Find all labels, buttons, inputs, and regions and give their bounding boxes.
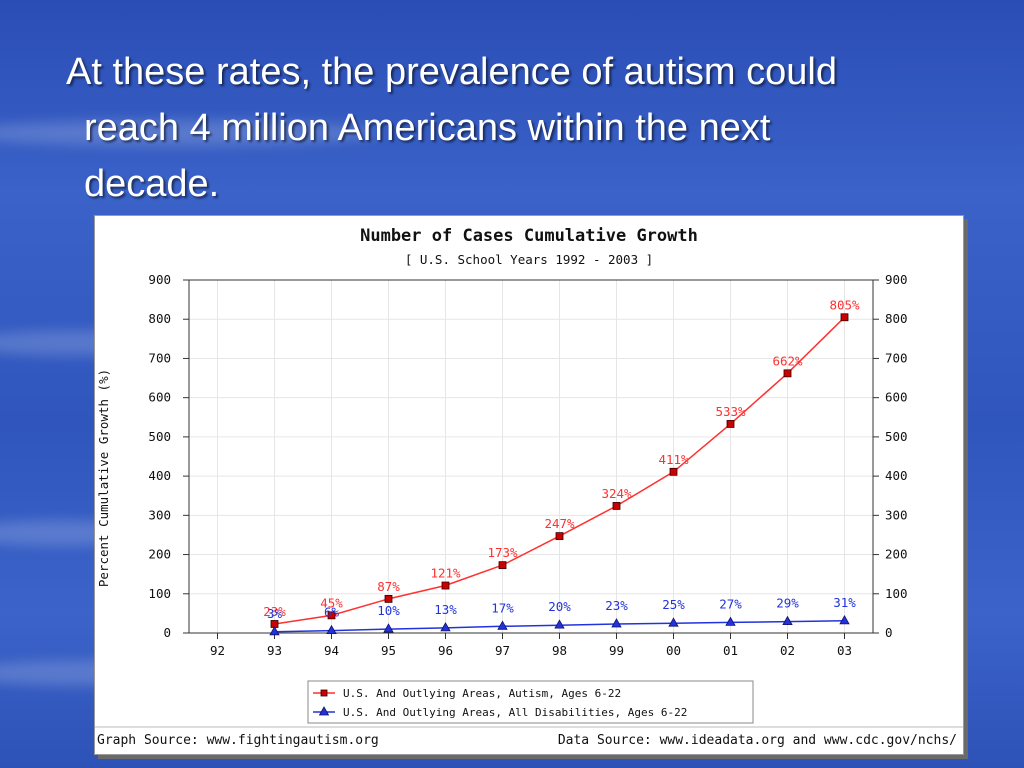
x-tick-label: 94 [324,643,339,658]
data-label: 805% [829,297,860,312]
data-label: 27% [719,596,742,611]
x-tick-label: 97 [495,643,510,658]
data-point-all-disabilities [782,615,793,626]
x-tick-label: 95 [381,643,396,658]
data-point-autism [327,611,336,620]
y-tick-label-right: 900 [885,272,908,287]
data-point-all-disabilities [497,620,508,630]
y-tick-label: 200 [148,547,171,562]
data-label: 23% [263,604,286,619]
chart-subtitle: [ U.S. School Years 1992 - 2003 ] [405,252,653,267]
legend-label-autism: U.S. And Outlying Areas, Autism, Ages 6-… [343,687,621,700]
data-point-all-disabilities [554,619,565,629]
data-label: 25% [662,597,685,612]
y-tick-label: 800 [148,311,171,326]
y-axis-label: Percent Cumulative Growth (%) [96,369,111,587]
plot-frame [188,279,874,634]
y-tick-label: 500 [148,429,171,444]
data-point-autism [783,369,792,378]
data-label: 411% [658,452,689,467]
data-point-autism [840,313,849,322]
background-streak [0,120,380,146]
legend-marker-all-disabilities [318,706,330,716]
data-label: 247% [544,516,575,531]
slide-headline: At these rates, the prevalence of autism… [66,44,1006,212]
x-tick-label: 00 [666,643,681,658]
data-label: 29% [776,596,799,611]
x-tick-label: 92 [210,643,225,658]
data-point-all-disabilities [269,626,280,636]
data-label: 6% [324,605,340,620]
y-tick-label: 300 [148,507,171,522]
y-tick-label-right: 800 [885,311,908,326]
legend-marker-autism [320,689,328,697]
data-label: 31% [833,595,856,610]
data-label: 3% [267,606,283,621]
chart-title: Number of Cases Cumulative Growth [360,226,698,246]
headline-line-1: At these rates, the prevalence of autism… [66,51,837,93]
x-tick-label: 96 [438,643,453,658]
data-point-all-disabilities [383,623,394,633]
data-label: 324% [601,486,632,501]
data-point-autism [441,581,450,590]
data-label: 173% [487,545,518,560]
data-label: 17% [491,600,514,615]
data-point-all-disabilities [326,624,337,635]
data-label: 87% [377,579,400,594]
data-point-autism [555,532,564,541]
data-label: 23% [605,598,628,613]
headline-line-2: reach 4 million Americans within the nex… [84,107,771,149]
y-tick-label-right: 600 [885,390,908,405]
data-point-autism [384,594,393,603]
data-point-autism [726,420,735,428]
data-point-autism [612,502,621,510]
x-tick-label: 03 [837,643,852,658]
data-label: 662% [772,353,803,368]
y-tick-label: 0 [163,625,171,640]
data-label: 533% [715,404,746,419]
x-tick-label: 99 [609,643,624,658]
graph-source: Graph Source: www.fightingautism.org [97,733,379,748]
y-tick-label-right: 300 [885,507,908,522]
data-point-all-disabilities [725,616,736,626]
y-tick-label-right: 0 [885,625,893,640]
y-tick-label-right: 100 [885,586,908,601]
headline-line-3: decade. [84,163,220,205]
data-point-all-disabilities [668,617,679,627]
data-point-all-disabilities [611,618,622,628]
data-point-all-disabilities [440,622,451,632]
y-tick-label-right: 200 [885,547,908,562]
data-point-autism [498,561,507,570]
data-label: 121% [430,566,461,581]
data-point-all-disabilities [839,615,850,625]
legend: U.S. And Outlying Areas, Autism, Ages 6-… [307,680,754,724]
line-chart: Number of Cases Cumulative Growth [ U.S.… [95,226,963,748]
legend-label-all-disabilities: U.S. And Outlying Areas, All Disabilitie… [343,706,687,719]
y-tick-label: 100 [148,586,171,601]
y-tick-label-right: 700 [885,350,908,365]
y-tick-label: 400 [148,468,171,483]
data-point-autism [669,467,678,476]
y-tick-label: 700 [148,350,171,365]
y-tick-label-right: 400 [885,468,908,483]
data-source: Data Source: www.ideadata.org and www.cd… [558,733,957,748]
data-label: 10% [377,603,400,618]
data-label: 20% [548,599,571,614]
chart-panel: Number of Cases Cumulative Growth [ U.S.… [94,215,964,755]
x-tick-label: 02 [780,643,795,658]
y-tick-label: 600 [148,390,171,405]
x-tick-label: 01 [723,643,738,658]
y-tick-label-right: 500 [885,429,908,444]
data-label: 45% [320,595,343,610]
y-tick-label: 900 [148,272,171,287]
x-tick-label: 93 [267,643,282,658]
data-label: 13% [434,602,457,617]
x-tick-label: 98 [552,643,567,658]
